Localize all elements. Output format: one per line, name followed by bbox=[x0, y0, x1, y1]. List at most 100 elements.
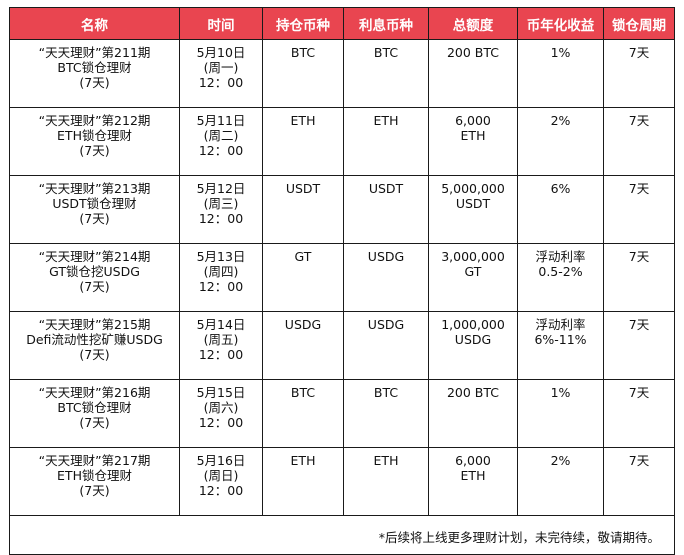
header-annual-yield: 币年化收益 bbox=[517, 7, 604, 40]
cell-total-quota: 6,000 ETH bbox=[428, 107, 518, 176]
cell-interest-coin: USDG bbox=[343, 243, 429, 312]
time-weekday: (周二) bbox=[203, 128, 239, 143]
time-clock: 12：00 bbox=[198, 483, 244, 498]
cell-lock-period: 7天 bbox=[603, 107, 675, 176]
cell-lock-period: 7天 bbox=[603, 243, 675, 312]
cell-name: “天天理财”第212期 ETH锁仓理财 (7天) bbox=[9, 107, 180, 176]
table-row: “天天理财”第216期 BTC锁仓理财 (7天) 5月15日 (周六) 12：0… bbox=[9, 379, 675, 448]
product-title: “天天理财”第217期 bbox=[38, 453, 151, 468]
cell-name: “天天理财”第214期 GT锁仓挖USDG (7天) bbox=[9, 243, 180, 312]
total-line: ETH bbox=[460, 468, 486, 483]
cell-holding-coin: USDG bbox=[262, 311, 344, 380]
cell-annual-yield: 2% bbox=[517, 107, 604, 176]
table-row: “天天理财”第211期 BTC锁仓理财 (7天) 5月10日 (周一) 12：0… bbox=[9, 39, 675, 108]
table-row: “天天理财”第217期 ETH锁仓理财 (7天) 5月16日 (周日) 12：0… bbox=[9, 447, 675, 516]
cell-holding-coin: ETH bbox=[262, 107, 344, 176]
header-lock-period: 锁仓周期 bbox=[603, 7, 675, 40]
cell-holding-coin: BTC bbox=[262, 379, 344, 448]
product-title: “天天理财”第216期 bbox=[38, 385, 151, 400]
total-line: 3,000,000 bbox=[441, 249, 505, 264]
product-duration: (7天) bbox=[79, 211, 110, 226]
product-title: “天天理财”第214期 bbox=[38, 249, 151, 264]
product-subtitle: BTC锁仓理财 bbox=[57, 400, 132, 415]
cell-annual-yield: 浮动利率 0.5-2% bbox=[517, 243, 604, 312]
product-subtitle: Defi流动性挖矿赚USDG bbox=[26, 332, 163, 347]
time-date: 5月14日 bbox=[196, 317, 246, 332]
time-date: 5月15日 bbox=[196, 385, 246, 400]
cell-interest-coin: USDG bbox=[343, 311, 429, 380]
cell-lock-period: 7天 bbox=[603, 379, 675, 448]
header-holding-coin: 持仓币种 bbox=[262, 7, 344, 40]
time-clock: 12：00 bbox=[198, 211, 244, 226]
total-line: USDT bbox=[455, 196, 491, 211]
cell-name: “天天理财”第215期 Defi流动性挖矿赚USDG (7天) bbox=[9, 311, 180, 380]
cell-interest-coin: BTC bbox=[343, 39, 429, 108]
product-duration: (7天) bbox=[79, 415, 110, 430]
total-line: GT bbox=[464, 264, 482, 279]
cell-lock-period: 7天 bbox=[603, 39, 675, 108]
cell-name: “天天理财”第217期 ETH锁仓理财 (7天) bbox=[9, 447, 180, 516]
cell-total-quota: 6,000 ETH bbox=[428, 447, 518, 516]
table-row: “天天理财”第215期 Defi流动性挖矿赚USDG (7天) 5月14日 (周… bbox=[9, 311, 675, 380]
cell-name: “天天理财”第211期 BTC锁仓理财 (7天) bbox=[9, 39, 180, 108]
cell-time: 5月16日 (周日) 12：00 bbox=[179, 447, 263, 516]
apy-line: 浮动利率 bbox=[535, 249, 586, 264]
apy-line: 1% bbox=[550, 45, 571, 60]
header-interest-coin: 利息币种 bbox=[343, 7, 429, 40]
product-title: “天天理财”第215期 bbox=[38, 317, 151, 332]
product-subtitle: USDT锁仓理财 bbox=[52, 196, 137, 211]
header-time: 时间 bbox=[179, 7, 263, 40]
time-weekday: (周四) bbox=[203, 264, 239, 279]
cell-interest-coin: ETH bbox=[343, 447, 429, 516]
time-clock: 12：00 bbox=[198, 415, 244, 430]
apy-line: 6% bbox=[550, 181, 571, 196]
time-clock: 12：00 bbox=[198, 75, 244, 90]
cell-name: “天天理财”第216期 BTC锁仓理财 (7天) bbox=[9, 379, 180, 448]
cell-lock-period: 7天 bbox=[603, 311, 675, 380]
footnote-row: *后续将上线更多理财计划，未完待续，敬请期待。 bbox=[9, 515, 675, 555]
total-line: 1,000,000 bbox=[441, 317, 505, 332]
cell-lock-period: 7天 bbox=[603, 175, 675, 244]
cell-time: 5月13日 (周四) 12：00 bbox=[179, 243, 263, 312]
cell-annual-yield: 2% bbox=[517, 447, 604, 516]
cell-holding-coin: GT bbox=[262, 243, 344, 312]
cell-time: 5月15日 (周六) 12：00 bbox=[179, 379, 263, 448]
table-row: “天天理财”第212期 ETH锁仓理财 (7天) 5月11日 (周二) 12：0… bbox=[9, 107, 675, 176]
time-clock: 12：00 bbox=[198, 279, 244, 294]
total-line: 6,000 bbox=[455, 453, 491, 468]
cell-annual-yield: 6% bbox=[517, 175, 604, 244]
cell-holding-coin: USDT bbox=[262, 175, 344, 244]
cell-total-quota: 3,000,000 GT bbox=[428, 243, 518, 312]
total-line: 200 BTC bbox=[446, 45, 500, 60]
time-date: 5月11日 bbox=[196, 113, 246, 128]
product-title: “天天理财”第212期 bbox=[38, 113, 151, 128]
product-duration: (7天) bbox=[79, 279, 110, 294]
total-line: 5,000,000 bbox=[441, 181, 505, 196]
cell-total-quota: 200 BTC bbox=[428, 379, 518, 448]
time-date: 5月12日 bbox=[196, 181, 246, 196]
product-duration: (7天) bbox=[79, 75, 110, 90]
total-line: ETH bbox=[460, 128, 486, 143]
cell-time: 5月14日 (周五) 12：00 bbox=[179, 311, 263, 380]
apy-line: 6%-11% bbox=[534, 332, 587, 347]
table-row: “天天理财”第214期 GT锁仓挖USDG (7天) 5月13日 (周四) 12… bbox=[9, 243, 675, 312]
total-line: 200 BTC bbox=[446, 385, 500, 400]
cell-interest-coin: ETH bbox=[343, 107, 429, 176]
product-title: “天天理财”第213期 bbox=[38, 181, 151, 196]
cell-holding-coin: ETH bbox=[262, 447, 344, 516]
time-date: 5月10日 bbox=[196, 45, 246, 60]
header-name: 名称 bbox=[9, 7, 180, 40]
cell-name: “天天理财”第213期 USDT锁仓理财 (7天) bbox=[9, 175, 180, 244]
time-weekday: (周一) bbox=[203, 60, 239, 75]
cell-time: 5月10日 (周一) 12：00 bbox=[179, 39, 263, 108]
apy-line: 1% bbox=[550, 385, 571, 400]
cell-total-quota: 200 BTC bbox=[428, 39, 518, 108]
cell-annual-yield: 1% bbox=[517, 39, 604, 108]
footnote: *后续将上线更多理财计划，未完待续，敬请期待。 bbox=[9, 515, 675, 555]
product-subtitle: ETH锁仓理财 bbox=[57, 468, 132, 483]
time-weekday: (周日) bbox=[203, 468, 239, 483]
time-clock: 12：00 bbox=[198, 143, 244, 158]
time-weekday: (周五) bbox=[203, 332, 239, 347]
cell-lock-period: 7天 bbox=[603, 447, 675, 516]
cell-total-quota: 1,000,000 USDG bbox=[428, 311, 518, 380]
